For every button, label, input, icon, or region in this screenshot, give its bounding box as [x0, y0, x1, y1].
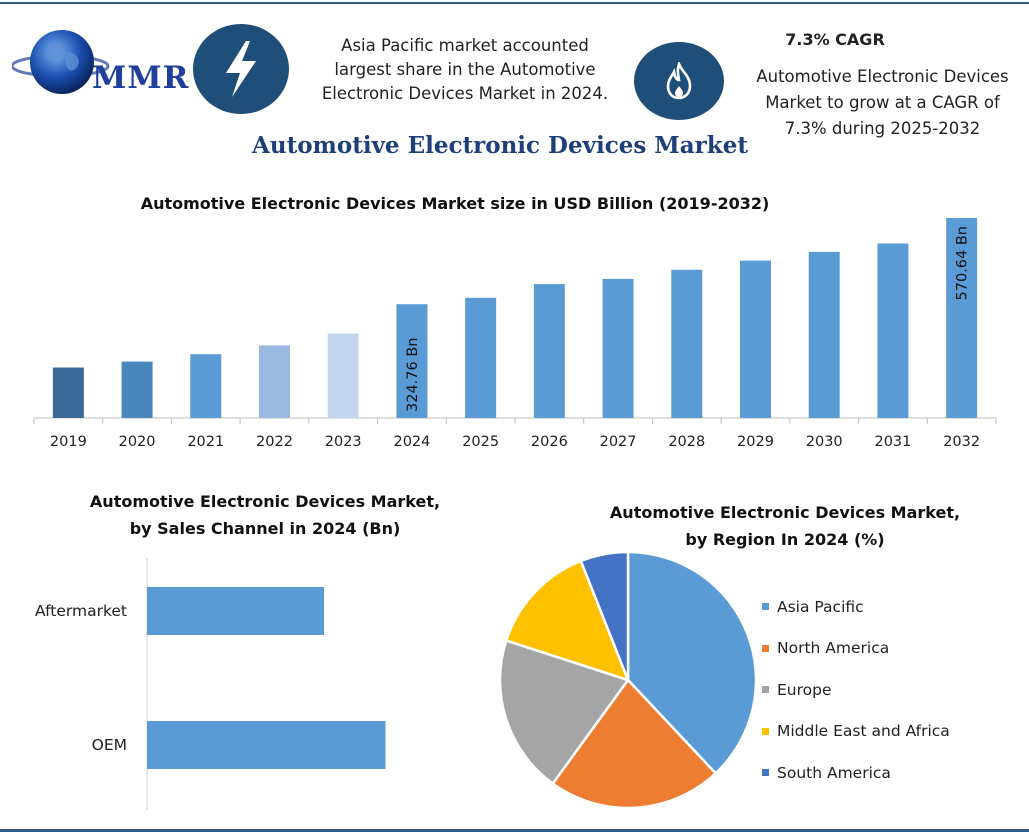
legend-label: Asia Pacific [777, 597, 864, 616]
bar-2029 [740, 260, 771, 418]
x-tick-label: 2030 [806, 434, 843, 450]
legend-item: Asia Pacific [762, 586, 950, 628]
top-border [0, 2, 1029, 4]
bar-2032 [946, 218, 978, 418]
data-label: 324.76 Bn [405, 338, 421, 412]
legend-item: North America [762, 628, 950, 670]
x-tick-label: 2023 [325, 434, 362, 450]
x-tick-label: 2021 [187, 434, 224, 450]
x-tick-label: 2031 [874, 434, 911, 450]
legend-swatch [762, 686, 769, 694]
x-tick-label: 2019 [50, 434, 87, 450]
pie-slice-europe [498, 638, 631, 786]
pie-slice-south-america [579, 550, 630, 681]
highlight-line: 7.3% during 2025-2032 [784, 119, 981, 138]
x-tick-label: 2022 [256, 434, 293, 450]
lightning-icon [193, 24, 289, 114]
legend-swatch [762, 644, 769, 652]
highlight-line: Automotive Electronic Devices [756, 67, 1009, 86]
x-tick-label: 2026 [531, 434, 568, 450]
data-label: 570.64 Bn [955, 226, 971, 300]
legend-label: Europe [777, 680, 832, 699]
category-label: Aftermarket [35, 602, 127, 620]
pie-legend: Asia Pacific North America Europe Middle Ea… [762, 586, 950, 794]
bar-2031 [877, 243, 909, 418]
x-tick-label: 2025 [462, 434, 499, 450]
legend-swatch [762, 769, 769, 777]
pie-slice-middle-east-and-africa [504, 559, 631, 683]
bar-2027 [602, 278, 634, 418]
chart-title-line: by Region In 2024 (%) [685, 530, 885, 549]
x-tick-label: 2020 [119, 434, 156, 450]
region-chart-title: Automotive Electronic Devices Market, by… [560, 499, 1010, 553]
bar-2021 [190, 354, 222, 418]
logo-text: MMR [92, 60, 190, 96]
highlight-cagr: Automotive Electronic Devices Market to … [735, 64, 1029, 142]
x-tick-label: 2029 [737, 434, 774, 450]
highlight-asia-pacific: Asia Pacific market accounted largest sh… [300, 34, 630, 106]
bar-2022 [259, 345, 290, 418]
bar-oem [147, 721, 386, 769]
bottom-border [0, 829, 1029, 832]
cagr-title: 7.3% CAGR [785, 30, 885, 49]
bar-aftermarket [147, 587, 324, 635]
category-label: OEM [92, 736, 127, 754]
legend-label: Middle East and Africa [777, 722, 950, 741]
highlight-line: Market to grow at a CAGR of [765, 93, 1000, 112]
legend-label: North America [777, 639, 890, 658]
flame-icon [634, 42, 724, 120]
x-tick-label: 2032 [943, 434, 980, 450]
x-tick-label: 2027 [600, 434, 637, 450]
globe-icon [10, 30, 110, 94]
pie-slice-asia-pacific [626, 550, 758, 776]
chart-title-line: by Sales Channel in 2024 (Bn) [129, 519, 401, 538]
highlight-line: Electronic Devices Market in 2024. [321, 84, 609, 103]
mmr-logo: MMR [10, 22, 190, 107]
x-tick-label: 2024 [393, 434, 430, 450]
legend-item: Europe [762, 669, 950, 711]
bar-2020 [121, 361, 153, 418]
bar-2026 [533, 284, 565, 418]
legend-swatch [762, 603, 769, 611]
main-title: Automotive Electronic Devices Market [252, 132, 748, 159]
bar-2028 [671, 269, 703, 418]
sales-channel-chart-title: Automotive Electronic Devices Market, by… [40, 488, 490, 542]
legend-swatch [762, 727, 769, 735]
bar-2030 [808, 251, 840, 418]
bar-chart-title: Automotive Electronic Devices Market siz… [140, 194, 770, 213]
bar-2024 [396, 304, 428, 418]
legend-item: South America [762, 752, 950, 794]
bar-2019 [52, 367, 84, 418]
highlight-line: Asia Pacific market accounted [341, 36, 589, 55]
highlight-line: largest share in the Automotive [334, 60, 596, 79]
pie-slice-north-america [551, 678, 718, 810]
legend-label: South America [777, 763, 891, 782]
chart-title-line: Automotive Electronic Devices Market, [89, 492, 441, 511]
legend-item: Middle East and Africa [762, 711, 950, 753]
x-tick-label: 2028 [668, 434, 705, 450]
bar-2025 [465, 297, 497, 418]
bar-2023 [327, 333, 359, 418]
chart-title-line: Automotive Electronic Devices Market, [609, 503, 961, 522]
